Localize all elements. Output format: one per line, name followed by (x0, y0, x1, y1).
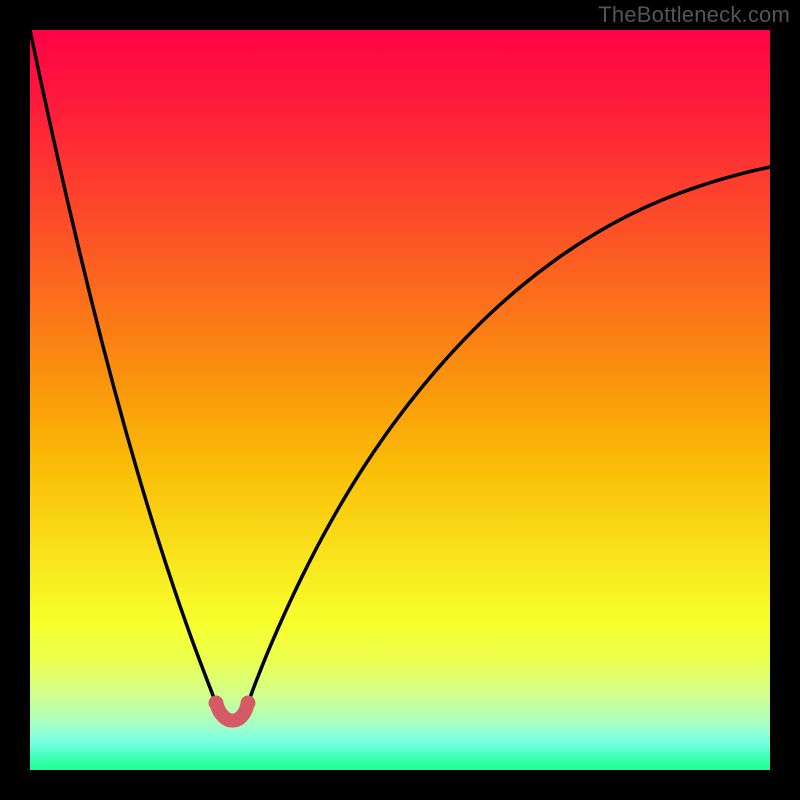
plot-background (30, 30, 770, 770)
highlight-endpoint (241, 696, 256, 711)
highlight-endpoint (209, 696, 224, 711)
bottleneck-chart (0, 0, 800, 800)
chart-container: TheBottleneck.com (0, 0, 800, 800)
